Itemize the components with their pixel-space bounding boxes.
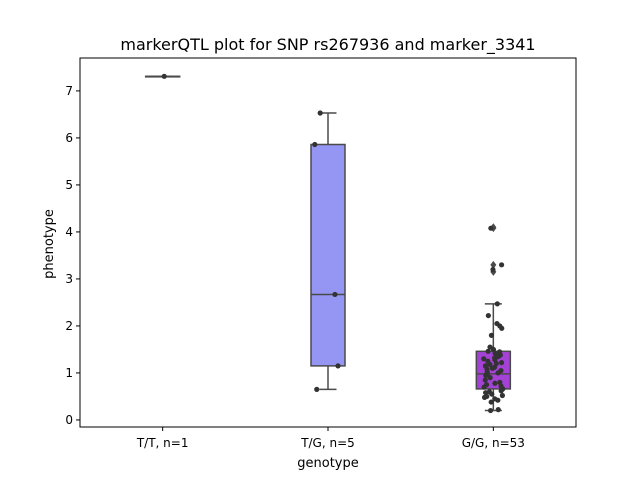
data-point (161, 73, 167, 79)
y-tick-label: 0 (65, 413, 73, 427)
data-point (485, 312, 491, 319)
y-tick-label: 1 (65, 366, 73, 380)
x-tick-label: T/T, n=1 (136, 436, 189, 450)
data-point (482, 363, 489, 369)
chart-title: markerQTL plot for SNP rs267936 and mark… (120, 35, 535, 55)
data-point (312, 141, 318, 148)
data-point (498, 367, 504, 374)
data-point (486, 389, 492, 395)
data-point (487, 375, 493, 381)
data-point (492, 396, 498, 402)
y-tick-label: 5 (65, 178, 73, 192)
data-point (488, 225, 494, 231)
data-point (499, 392, 505, 399)
data-point (485, 358, 491, 364)
data-point (497, 349, 503, 355)
data-point (490, 266, 496, 273)
data-point (335, 363, 341, 369)
box-group (475, 223, 512, 414)
data-point (492, 380, 498, 386)
data-point (483, 382, 490, 388)
data-point (314, 386, 320, 392)
data-point (487, 407, 494, 414)
data-point (494, 320, 500, 327)
y-tick-label: 3 (65, 272, 73, 286)
x-axis: T/T, n=1 T/G, n=5 G/G, n=53 (136, 427, 525, 450)
y-tick-label: 4 (65, 225, 73, 239)
y-tick-label: 7 (65, 84, 73, 98)
data-point (497, 379, 503, 385)
data-point (498, 360, 505, 366)
data-point (482, 377, 488, 383)
y-axis: 0 1 2 3 4 5 6 7 (65, 84, 80, 427)
x-tick-label: T/G, n=5 (300, 436, 355, 450)
y-tick-label: 6 (65, 131, 73, 145)
data-point (495, 407, 501, 413)
data-point (481, 356, 487, 362)
y-tick-label: 2 (65, 319, 73, 333)
box-group (144, 73, 181, 79)
data-point (332, 291, 338, 298)
y-axis-label: phenotype (42, 209, 57, 279)
data-point (317, 110, 323, 116)
box (310, 143, 346, 367)
x-axis-label: genotype (297, 456, 358, 471)
data-point (485, 348, 491, 354)
outlier-marker (490, 260, 497, 269)
x-tick-label: G/G, n=53 (462, 436, 525, 450)
box-group (310, 110, 346, 392)
data-point (494, 301, 500, 307)
data-point (487, 344, 493, 350)
data-point (488, 332, 495, 338)
plot-area (144, 73, 512, 414)
data-point (498, 262, 505, 268)
data-point (488, 399, 494, 405)
